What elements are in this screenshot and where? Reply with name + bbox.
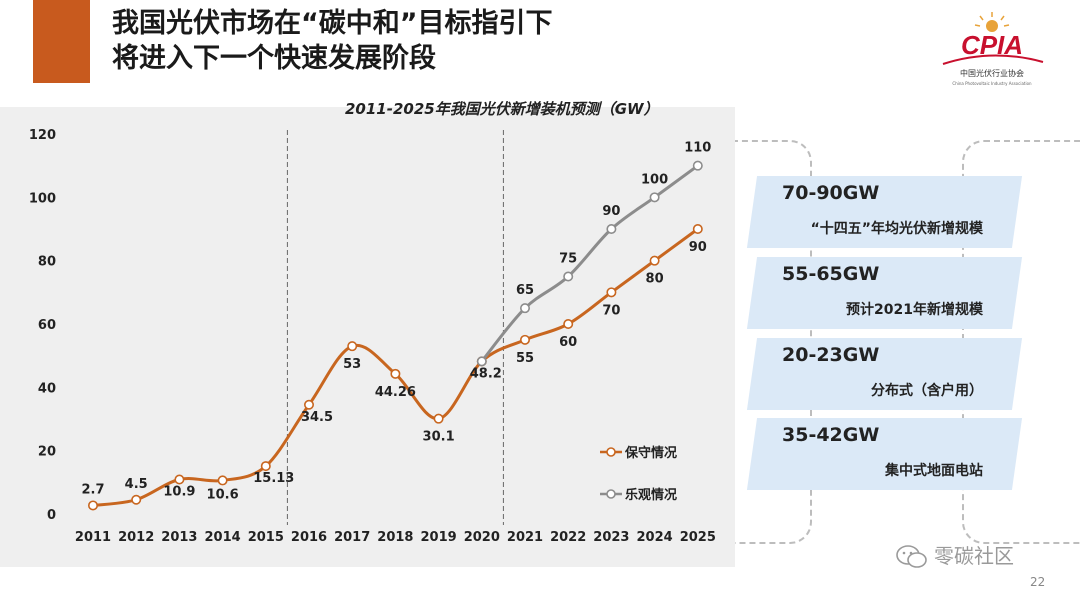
x-tick-label: 2023: [593, 530, 629, 545]
data-point: [303, 399, 314, 410]
stat-card-4: 35-42GW 集中式地面电站: [746, 418, 1023, 490]
data-label: 80: [646, 272, 664, 287]
data-point: [390, 368, 401, 379]
watermark-text: 零碳社区: [934, 544, 1014, 568]
data-point: [476, 356, 487, 367]
x-tick-label: 2019: [421, 530, 457, 545]
data-label: 100: [641, 172, 668, 187]
legend-marker: [606, 447, 616, 457]
data-point: [260, 461, 271, 472]
data-label: 75: [559, 252, 577, 267]
stat-card-1: 70-90GW “十四五”年均光伏新增规模: [746, 176, 1023, 248]
logo-subtitle: 中国光伏行业协会: [960, 68, 1024, 78]
data-point: [563, 318, 574, 329]
data-point: [519, 303, 530, 314]
card-value: 55-65GW: [782, 263, 880, 285]
y-tick-label: 20: [38, 445, 56, 460]
y-tick-label: 40: [38, 381, 56, 396]
x-tick-label: 2018: [377, 530, 413, 545]
data-point: [174, 474, 185, 485]
x-tick-label: 2013: [161, 530, 197, 545]
x-tick-label: 2017: [334, 530, 370, 545]
data-point: [131, 494, 142, 505]
data-point: [606, 224, 617, 235]
data-label: 53: [343, 357, 361, 372]
data-label: 30.1: [423, 430, 455, 445]
data-point: [692, 160, 703, 171]
data-point: [433, 413, 444, 424]
card-caption: “十四五”年均光伏新增规模: [810, 221, 983, 237]
y-tick-label: 0: [47, 508, 56, 523]
x-tick-label: 2015: [248, 530, 284, 545]
wechat-icon: [896, 545, 927, 568]
x-tick-label: 2021: [507, 530, 543, 545]
data-label: 44.26: [375, 385, 416, 400]
sun-rays-icon: [974, 12, 1010, 32]
y-tick-label: 100: [29, 191, 56, 206]
data-label: 4.5: [125, 477, 148, 492]
legend-label: 保守情况: [624, 445, 677, 461]
card-value: 20-23GW: [782, 344, 880, 366]
card-value: 35-42GW: [782, 424, 880, 446]
slide-title: 我国光伏市场在“碳中和”目标指引下 将进入下一个快速发展阶段: [112, 6, 553, 76]
data-label: 70: [602, 303, 620, 318]
card-value: 70-90GW: [782, 182, 880, 204]
card-caption: 分布式（含户用）: [871, 383, 983, 399]
data-point: [88, 500, 99, 511]
x-tick-label: 2025: [680, 530, 716, 545]
legend-label: 乐观情况: [625, 487, 677, 503]
title-accent-bar: [33, 0, 90, 83]
chart-title: 2011-2025年我国光伏新增装机预测（GW）: [345, 100, 659, 118]
x-tick-label: 2011: [75, 530, 111, 545]
y-tick-label: 120: [29, 128, 56, 143]
logo-tiny-text: China Photovoltaic Industry Association: [952, 81, 1032, 86]
data-label: 48.2: [470, 366, 502, 381]
data-label: 15.13: [253, 471, 294, 486]
x-tick-label: 2022: [550, 530, 586, 545]
data-point: [347, 341, 358, 352]
data-label: 65: [516, 283, 534, 298]
data-label: 2.7: [81, 482, 104, 497]
data-label: 55: [516, 351, 534, 366]
data-point: [692, 224, 703, 235]
data-label: 10.9: [163, 484, 195, 499]
page-number: 22: [1030, 575, 1046, 589]
stat-card-3: 20-23GW 分布式（含户用）: [746, 338, 1023, 410]
y-tick-label: 80: [38, 255, 56, 270]
x-tick-label: 2016: [291, 530, 327, 545]
stat-card-2: 55-65GW 预计2021年新增规模: [746, 257, 1023, 329]
data-label: 34.5: [301, 410, 333, 425]
data-point: [217, 475, 228, 486]
card-caption: 集中式地面电站: [885, 463, 983, 479]
data-point: [519, 334, 530, 345]
data-point: [563, 271, 574, 282]
data-label: 90: [602, 204, 620, 219]
title-line-1: 我国光伏市场在“碳中和”目标指引下: [112, 8, 553, 39]
title-line-2: 将进入下一个快速发展阶段: [112, 43, 436, 74]
data-point: [606, 287, 617, 298]
series-line-conservative: [92, 227, 699, 507]
x-tick-label: 2020: [464, 530, 500, 545]
data-label: 90: [689, 240, 707, 255]
x-tick-label: 2014: [205, 530, 241, 545]
data-label: 60: [559, 335, 577, 350]
data-label: 110: [684, 141, 711, 156]
card-caption: 预计2021年新增规模: [846, 302, 983, 318]
x-tick-label: 2024: [637, 530, 673, 545]
series-line-optimistic: [480, 164, 699, 363]
data-label: 10.6: [207, 487, 239, 502]
x-tick-label: 2012: [118, 530, 154, 545]
data-point: [649, 192, 660, 203]
y-tick-label: 60: [38, 318, 56, 333]
legend-marker: [606, 489, 616, 499]
data-point: [649, 255, 660, 266]
cpia-logo: CPIA 中国光伏行业协会 China Photovoltaic Industr…: [942, 12, 1044, 86]
